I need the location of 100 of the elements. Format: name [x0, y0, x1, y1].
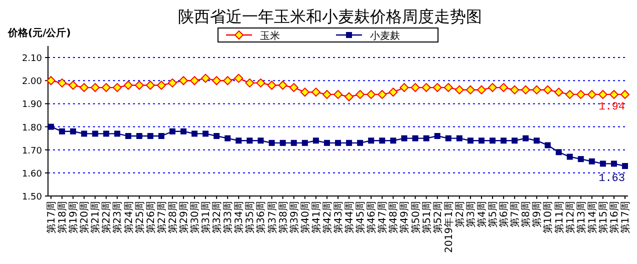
point — [478, 138, 484, 144]
x-tick-label: 第37周 — [266, 201, 278, 234]
point — [334, 90, 342, 99]
point — [422, 83, 431, 92]
point — [454, 85, 464, 94]
x-tick-label: 第40周 — [299, 201, 312, 234]
point — [180, 128, 186, 134]
x-tick-label: 第21周 — [90, 201, 102, 234]
point — [234, 74, 244, 83]
point — [322, 90, 332, 99]
x-tick-label: 第19周 — [68, 201, 80, 234]
x-tick-label: 第45周 — [354, 201, 367, 234]
y-tick-label: 1.50 — [22, 192, 42, 202]
point — [168, 78, 177, 88]
y-tick-label: 2.00 — [22, 77, 42, 88]
point — [202, 130, 209, 137]
point — [112, 83, 122, 92]
x-tick-label: 第12周 — [564, 201, 576, 234]
x-tick-label: 第8周 — [520, 201, 532, 228]
point — [456, 135, 462, 142]
x-tick-label: 第44周 — [344, 201, 356, 234]
point — [268, 140, 275, 146]
point — [267, 80, 276, 90]
point — [410, 83, 420, 92]
point — [543, 85, 552, 94]
point — [92, 130, 98, 137]
x-tick-label: 第5周 — [487, 201, 500, 228]
x-tick-label: 第43周 — [332, 201, 344, 234]
x-tick-label: 第17周 — [620, 201, 632, 234]
point — [156, 80, 166, 90]
x-tick-label: 第50周 — [410, 201, 422, 234]
data-label: 1.94 — [598, 101, 626, 114]
point — [335, 140, 341, 146]
x-tick-label: 第25周 — [134, 201, 146, 234]
point — [477, 85, 486, 94]
point — [444, 83, 453, 92]
point — [588, 158, 595, 164]
point — [146, 80, 155, 90]
point — [192, 130, 198, 137]
point — [556, 149, 562, 156]
point — [499, 83, 508, 92]
x-tick-label: 第47周 — [376, 201, 389, 234]
point — [48, 124, 54, 130]
x-tick-label: 第38周 — [277, 201, 290, 234]
point — [432, 83, 442, 92]
point — [290, 140, 297, 146]
point — [500, 138, 507, 144]
x-tick-label: 第24周 — [122, 201, 135, 234]
point — [401, 135, 408, 142]
point — [59, 128, 66, 134]
point — [201, 74, 210, 83]
x-tick-label: 第41周 — [310, 201, 322, 234]
x-tick-label: 第33周 — [222, 201, 234, 234]
point — [544, 142, 551, 148]
y-axis-title: 价格(元/公斤) — [7, 27, 71, 39]
point — [178, 76, 188, 86]
point — [344, 92, 354, 102]
point — [357, 140, 364, 146]
point — [246, 138, 253, 144]
point — [445, 135, 452, 142]
point — [114, 130, 120, 137]
point — [289, 83, 298, 92]
x-tick-label: 第2周 — [454, 201, 466, 228]
point — [223, 76, 232, 86]
point — [534, 138, 540, 144]
point — [136, 133, 142, 139]
point — [125, 133, 132, 139]
point — [388, 88, 398, 97]
point — [103, 130, 110, 137]
point — [532, 85, 542, 94]
x-tick-label: 第35周 — [244, 201, 256, 234]
x-tick-label: 第34周 — [233, 201, 246, 234]
x-tick-label: 2019年1周 — [442, 201, 455, 253]
point — [510, 85, 520, 94]
point — [565, 90, 574, 99]
point — [80, 83, 89, 92]
point — [346, 140, 352, 146]
point — [81, 130, 88, 137]
x-tick-label: 第23周 — [112, 201, 124, 234]
x-tick-label: 第17周 — [46, 201, 58, 234]
x-tick-label: 第6周 — [498, 201, 510, 228]
point — [400, 83, 409, 92]
x-tick-label: 第30周 — [189, 201, 201, 234]
x-tick-label: 第20周 — [78, 201, 91, 234]
point — [622, 163, 628, 169]
point — [214, 133, 220, 139]
point — [102, 83, 111, 92]
point — [324, 140, 330, 146]
point — [488, 83, 498, 92]
point — [280, 140, 286, 146]
point — [46, 76, 56, 86]
point — [134, 80, 144, 90]
point — [600, 160, 606, 167]
point — [522, 135, 529, 142]
point — [390, 138, 396, 144]
point — [368, 138, 374, 144]
point — [300, 88, 310, 97]
y-tick-label: 2.10 — [22, 54, 42, 64]
point — [467, 138, 474, 144]
point — [423, 135, 430, 142]
